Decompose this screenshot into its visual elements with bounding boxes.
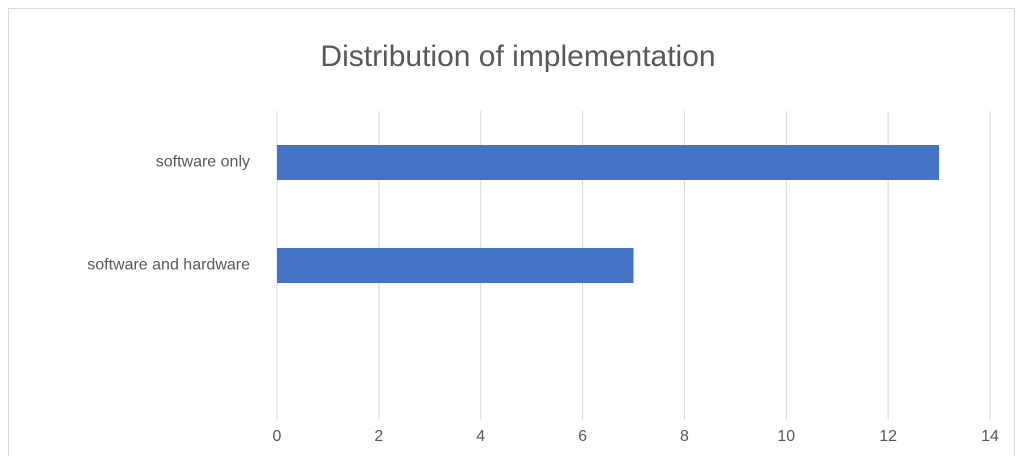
x-tick-label: 12 xyxy=(879,428,897,445)
chart-border xyxy=(8,8,1015,456)
x-tick-label: 6 xyxy=(578,428,587,445)
y-tick-label: software only xyxy=(156,154,250,171)
bar xyxy=(277,144,940,181)
chart-title: Distribution of implementation xyxy=(320,40,715,73)
x-tick-label: 0 xyxy=(273,428,282,445)
x-tick-label: 14 xyxy=(981,428,999,445)
y-tick-label: software and hardware xyxy=(87,257,250,274)
x-tick-label: 2 xyxy=(374,428,383,445)
bar xyxy=(277,247,634,284)
x-tick-label: 4 xyxy=(476,428,485,445)
x-tick-label: 10 xyxy=(777,428,795,445)
x-tick-label: 8 xyxy=(680,428,689,445)
